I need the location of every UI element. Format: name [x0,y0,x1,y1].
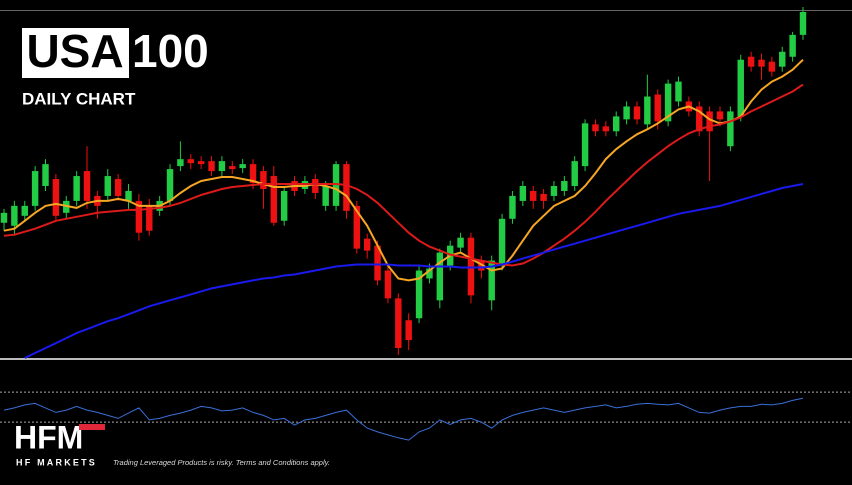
subtitle: DAILY CHART [22,89,136,108]
candle-body [114,179,122,196]
candle-body [363,238,371,251]
candle-body [519,185,527,201]
candle-body [737,59,744,117]
candle-body [529,190,537,201]
candle-body [550,185,558,196]
candle-body [280,190,288,221]
logo: HFM [14,419,83,455]
candle-body [384,270,392,299]
candle-body [31,171,39,206]
candle-body [395,298,402,349]
candle-body [779,51,786,67]
disclaimer: Trading Leveraged Products is risky. Ter… [113,458,330,467]
candle-body [789,34,796,57]
candle-body [322,185,329,206]
candle-body [73,176,80,201]
candle-body [561,181,568,191]
brand: HF MARKETS [16,457,97,467]
candle-body [312,179,319,193]
candle-body [260,171,267,189]
candle-body [415,270,423,319]
logo-accent [79,424,105,430]
candle-body [374,245,381,281]
candle-body [654,94,661,122]
candle-body [177,159,184,167]
candle-body [125,190,132,201]
moving-average [3,83,804,267]
candle-body [0,212,8,223]
candle-body [664,83,672,122]
candle-body [592,124,599,132]
plots [0,7,852,441]
candle-body [509,195,516,219]
candle-body [21,205,28,216]
candle-body [52,179,60,216]
candle-body [727,111,734,147]
candle-body [571,161,578,186]
candle-body [353,205,361,249]
candle-body [405,320,412,341]
candle-body [768,61,776,72]
candle-body [675,81,682,102]
oscillator-line [3,397,804,441]
candle-body [197,161,205,165]
moving-average [3,58,804,282]
candle-body [249,164,257,184]
candle-body [104,176,111,196]
candle-body [602,126,610,132]
moving-average [24,183,804,359]
candle-body [696,106,703,132]
candle-body [498,218,506,266]
candle-body [83,171,91,201]
title-boxed: USA [26,25,123,77]
candle-body [488,260,495,301]
candle-body [146,205,153,231]
candle-body [11,205,18,226]
title-rest: 100 [132,25,209,77]
candle-body [187,159,194,164]
candle-body [135,200,143,233]
candle-body [436,252,444,301]
candle-body [229,166,236,170]
candle-body [706,111,713,132]
candle-body [747,56,755,67]
candle-body [758,59,765,67]
candle-body [540,193,547,201]
candle-body [633,106,641,120]
candle-body [457,237,464,248]
candle-body [343,164,350,211]
candle-body [208,161,215,172]
candle-body [426,268,433,279]
candle-body [239,164,246,169]
candle-body [716,111,724,120]
candle-body [644,96,651,125]
candle-body [166,169,174,201]
candle-body [613,116,620,132]
title-box [22,28,129,78]
candle-body [42,164,49,186]
candle-body [581,123,589,167]
candle-body [799,12,807,35]
candle-body [270,176,278,223]
candle-body [218,161,226,172]
candle-body [623,106,630,120]
